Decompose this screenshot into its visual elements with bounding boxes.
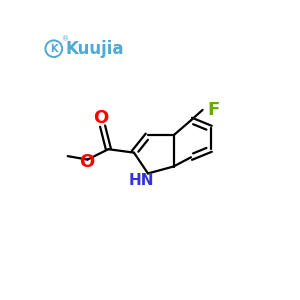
Text: HN: HN (128, 173, 154, 188)
Text: Kuujia: Kuujia (65, 40, 124, 58)
Text: ®: ® (62, 36, 69, 42)
Text: F: F (207, 101, 219, 119)
Text: K: K (50, 44, 58, 54)
Text: O: O (93, 109, 108, 127)
Text: O: O (79, 153, 94, 171)
